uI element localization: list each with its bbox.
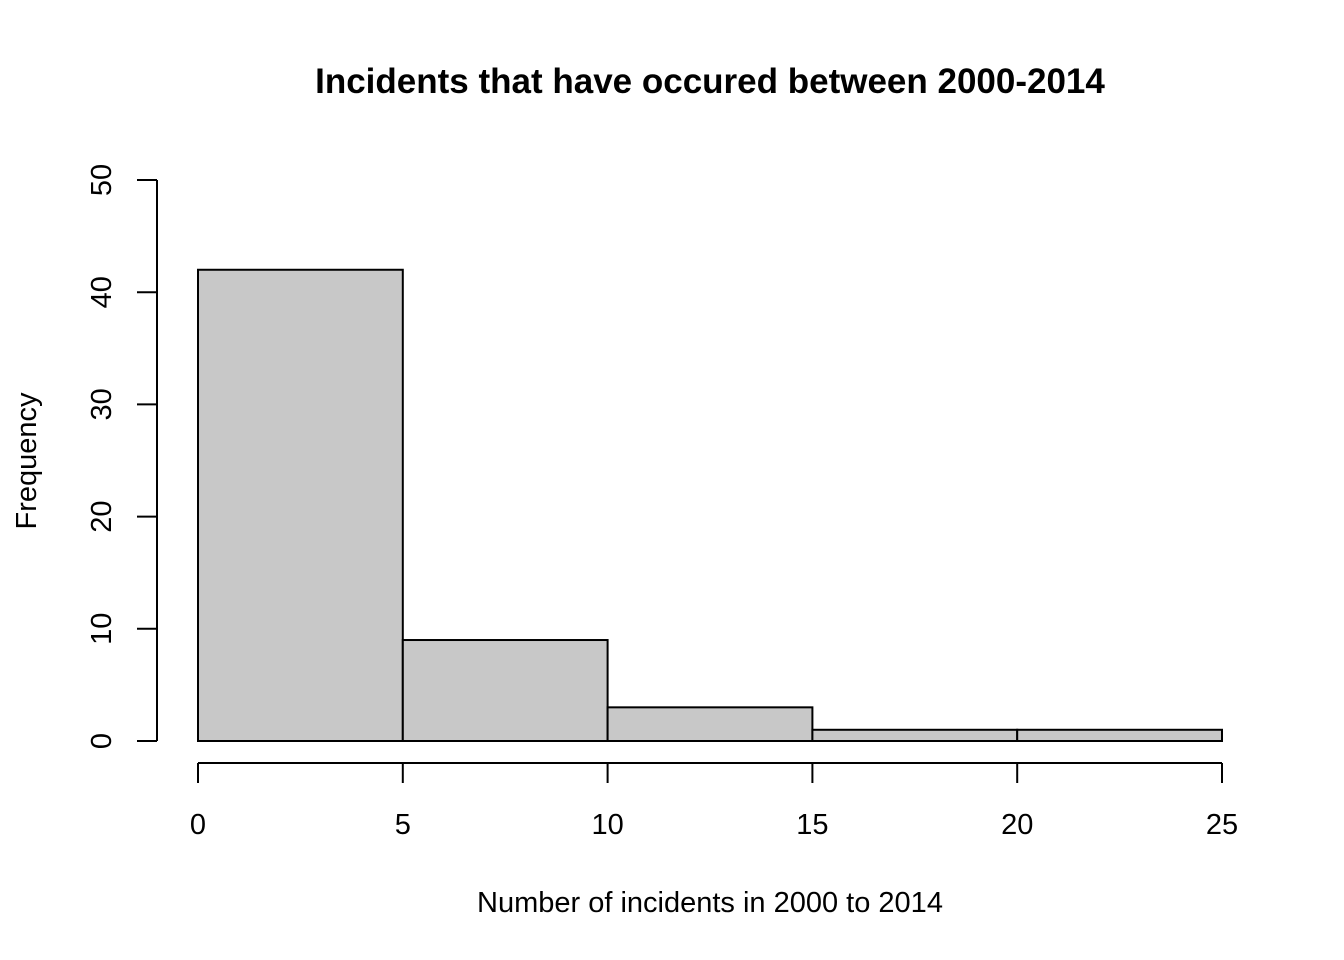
bars-group xyxy=(197,268,1224,743)
x-axis-label: Number of incidents in 2000 to 2014 xyxy=(477,887,943,919)
x-tick-label-25: 25 xyxy=(1206,809,1238,841)
x-tick-label-10: 10 xyxy=(591,809,623,841)
chart-title: Incidents that have occured between 2000… xyxy=(315,62,1105,101)
y-axis-label: Frequency xyxy=(11,392,43,530)
bar-bin-20-25 xyxy=(1016,728,1224,743)
y-tick-label-20: 20 xyxy=(86,500,118,532)
bar-bin-15-20 xyxy=(811,728,1019,743)
y-axis: 0 10 20 30 40 50 xyxy=(86,164,158,749)
y-tick-label-10: 10 xyxy=(86,613,118,645)
x-tick-label-15: 15 xyxy=(796,809,828,841)
y-tick-label-0: 0 xyxy=(86,733,118,749)
bar-bin-0-5 xyxy=(197,268,404,742)
x-tick-label-5: 5 xyxy=(395,809,411,841)
bar-bin-5-10 xyxy=(401,639,609,743)
x-tick-label-20: 20 xyxy=(1001,809,1033,841)
y-tick-label-50: 50 xyxy=(86,164,118,196)
x-axis: 0 5 10 15 20 25 xyxy=(190,762,1238,841)
y-tick-label-30: 30 xyxy=(86,388,118,420)
bar-bin-10-15 xyxy=(606,706,814,743)
y-tick-label-40: 40 xyxy=(86,276,118,308)
x-tick-label-0: 0 xyxy=(190,809,206,841)
